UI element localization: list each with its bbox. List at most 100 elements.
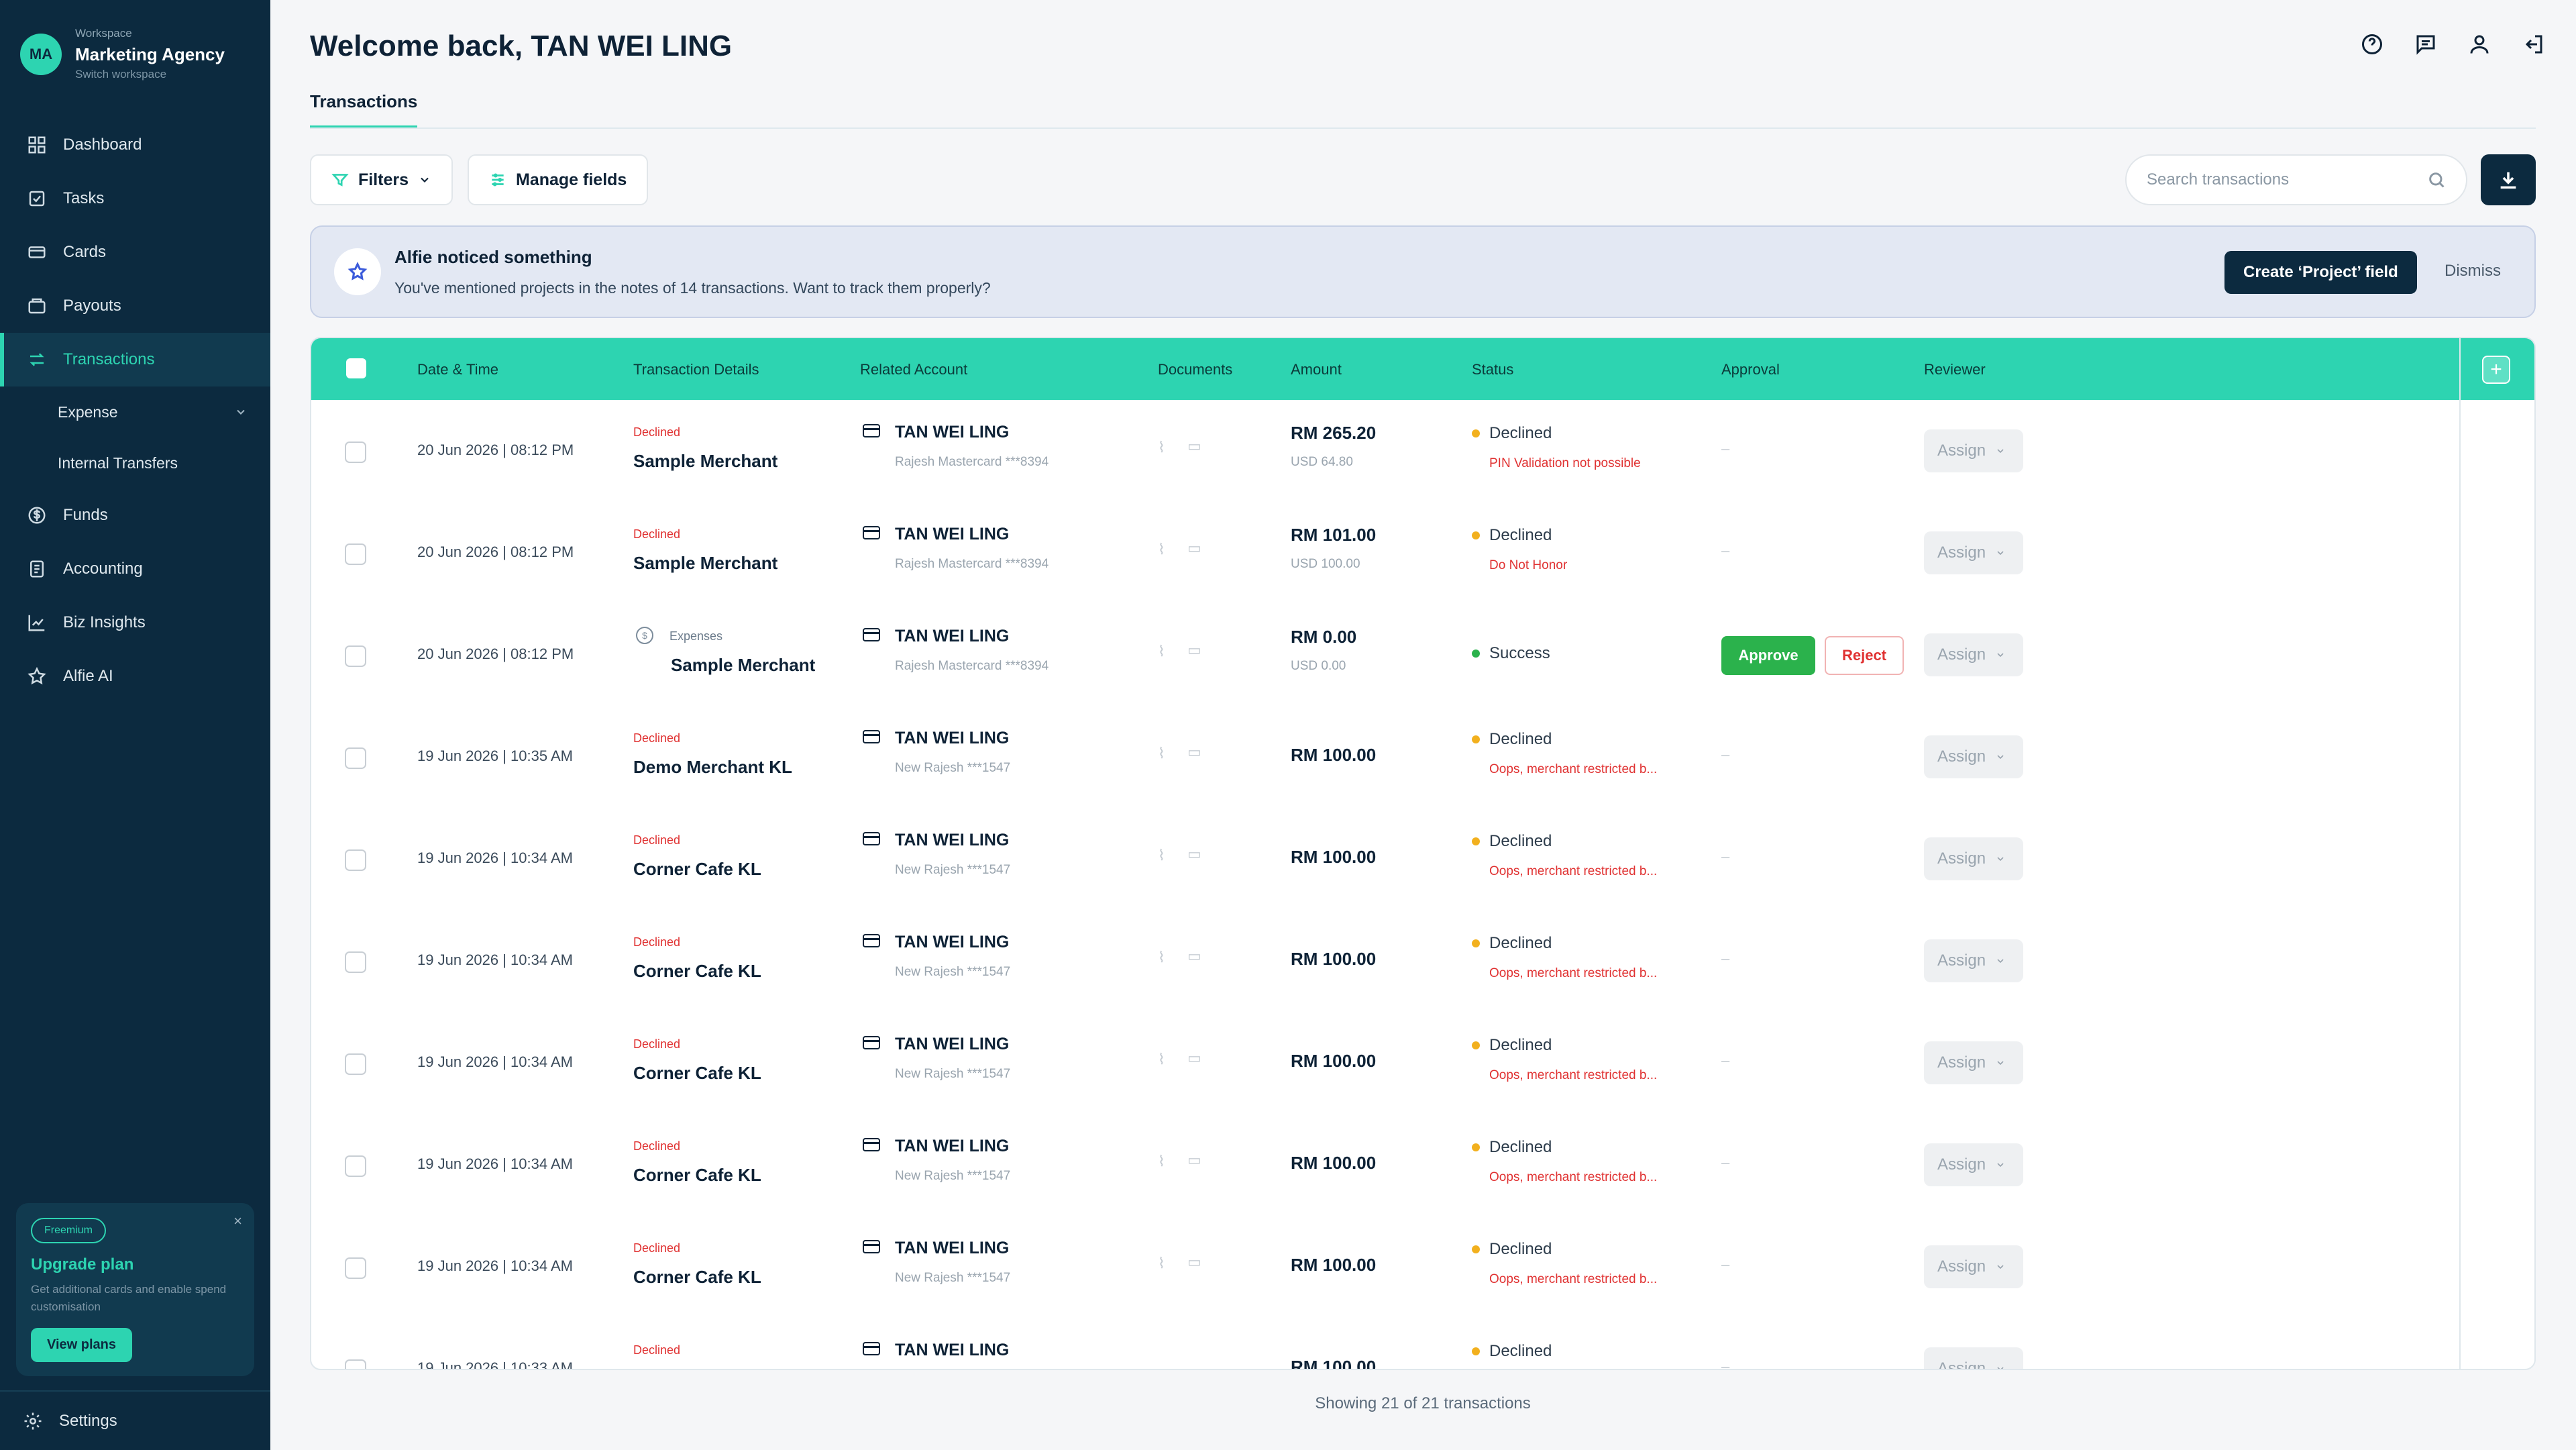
switch-workspace-link[interactable]: Switch workspace xyxy=(75,68,167,81)
sidebar-item-alfie-ai[interactable]: Alfie AI xyxy=(0,650,270,703)
assign-reviewer-dropdown[interactable]: Assign xyxy=(1924,939,2023,982)
create-project-field-button[interactable]: Create ‘Project’ field xyxy=(2224,251,2417,294)
row-merchant[interactable]: Corner Cafe KL xyxy=(633,859,761,879)
attachment-icon[interactable]: ⌇ xyxy=(1158,439,1165,456)
attachment-icon[interactable]: ⌇ xyxy=(1158,1255,1165,1272)
column-date[interactable]: Date & Time xyxy=(417,361,499,378)
comment-icon[interactable]: ▭ xyxy=(1187,437,1201,454)
row-merchant[interactable]: Sample Merchant xyxy=(633,451,778,471)
row-checkbox[interactable] xyxy=(345,543,366,565)
search-input[interactable]: Search transactions xyxy=(2125,154,2467,205)
add-column-button[interactable]: + xyxy=(2482,356,2510,384)
attachment-icon[interactable]: ⌇ xyxy=(1158,1051,1165,1068)
row-amount: RM 100.00 xyxy=(1291,1357,1377,1370)
assign-reviewer-dropdown[interactable]: Assign xyxy=(1924,633,2023,676)
status-dot xyxy=(1472,1245,1480,1253)
assign-reviewer-dropdown[interactable]: Assign xyxy=(1924,429,2023,472)
sidebar-subitem-expense[interactable]: Expense xyxy=(0,386,270,437)
dismiss-button[interactable]: Dismiss xyxy=(2445,262,2501,280)
tab-transactions[interactable]: Transactions xyxy=(310,91,418,128)
comment-icon[interactable]: ▭ xyxy=(1187,539,1201,556)
comment-icon[interactable]: ▭ xyxy=(1187,641,1201,658)
approval-empty: – xyxy=(1721,1256,1730,1273)
sidebar-item-accounting[interactable]: Accounting xyxy=(0,542,270,596)
logout-icon[interactable] xyxy=(2521,32,2545,56)
approve-button[interactable]: Approve xyxy=(1721,636,1815,675)
attachment-icon[interactable]: ⌇ xyxy=(1158,541,1165,558)
comment-icon[interactable]: ▭ xyxy=(1187,947,1201,964)
chat-icon[interactable] xyxy=(2414,32,2438,56)
sidebar-item-label: Tasks xyxy=(63,189,105,207)
reject-button[interactable]: Reject xyxy=(1825,636,1904,675)
sidebar-subitem-internal-transfers[interactable]: Internal Transfers xyxy=(0,437,270,488)
header-actions xyxy=(2360,32,2545,56)
attachment-icon[interactable]: ⌇ xyxy=(1158,949,1165,966)
assign-reviewer-dropdown[interactable]: Assign xyxy=(1924,531,2023,574)
workspace-switcher[interactable]: MA Workspace Marketing Agency Switch wor… xyxy=(20,27,225,81)
status-dot xyxy=(1472,837,1480,845)
attachment-icon[interactable]: ⌇ xyxy=(1158,745,1165,762)
column-approval[interactable]: Approval xyxy=(1721,361,1780,378)
row-checkbox[interactable] xyxy=(345,1359,366,1369)
row-checkbox[interactable] xyxy=(345,1257,366,1279)
comment-icon[interactable]: ▭ xyxy=(1187,845,1201,862)
sidebar-item-funds[interactable]: Funds xyxy=(0,488,270,542)
alfie-badge xyxy=(334,248,381,295)
sidebar-item-settings[interactable]: Settings xyxy=(0,1390,270,1450)
row-checkbox[interactable] xyxy=(345,1053,366,1075)
sidebar-item-payouts[interactable]: Payouts xyxy=(0,279,270,333)
help-icon[interactable] xyxy=(2360,32,2384,56)
view-plans-button[interactable]: View plans xyxy=(31,1328,133,1362)
assign-reviewer-dropdown[interactable]: Assign xyxy=(1924,1041,2023,1084)
assign-reviewer-dropdown[interactable]: Assign xyxy=(1924,735,2023,778)
select-all-checkbox[interactable] xyxy=(346,358,366,378)
filters-button[interactable]: Filters xyxy=(310,154,453,205)
row-merchant[interactable]: Corner Cafe KL xyxy=(633,1063,761,1083)
column-status[interactable]: Status xyxy=(1472,361,1514,378)
row-merchant[interactable]: Sample Merchant xyxy=(671,655,816,675)
close-icon[interactable]: × xyxy=(233,1212,242,1229)
row-checkbox[interactable] xyxy=(345,849,366,871)
download-button[interactable] xyxy=(2481,154,2536,205)
ledger-icon xyxy=(30,560,44,578)
comment-icon[interactable]: ▭ xyxy=(1187,1253,1201,1270)
sidebar-item-dashboard[interactable]: Dashboard xyxy=(0,118,270,172)
sidebar-item-biz-insights[interactable]: Biz Insights xyxy=(0,596,270,650)
assign-reviewer-dropdown[interactable]: Assign xyxy=(1924,1143,2023,1186)
comment-icon[interactable]: ▭ xyxy=(1187,1049,1201,1066)
sidebar-item-transactions[interactable]: Transactions xyxy=(0,333,270,386)
page-title: Welcome back, TAN WEI LING xyxy=(310,30,733,62)
column-details[interactable]: Transaction Details xyxy=(633,361,759,378)
sidebar-item-cards[interactable]: Cards xyxy=(0,225,270,279)
row-merchant[interactable]: Sample Merchant xyxy=(633,553,778,573)
row-merchant[interactable]: Corner Cafe KL xyxy=(633,961,761,981)
row-merchant[interactable]: Corner Cafe KL xyxy=(633,1267,761,1287)
comment-icon[interactable]: ▭ xyxy=(1187,1151,1201,1168)
column-amount[interactable]: Amount xyxy=(1291,361,1342,378)
assign-reviewer-dropdown[interactable]: Assign xyxy=(1924,1245,2023,1288)
row-checkbox[interactable] xyxy=(345,747,366,769)
card-icon xyxy=(863,1138,880,1151)
attachment-icon[interactable]: ⌇ xyxy=(1158,643,1165,660)
user-icon[interactable] xyxy=(2467,32,2491,56)
assign-reviewer-dropdown[interactable]: Assign xyxy=(1924,1347,2023,1369)
attachment-icon[interactable]: ⌇ xyxy=(1158,1153,1165,1170)
chevron-down-icon xyxy=(1997,959,2004,964)
alfie-suggestion-banner: Alfie noticed something You've mentioned… xyxy=(310,225,2536,318)
sidebar-item-tasks[interactable]: Tasks xyxy=(0,172,270,225)
assign-label: Assign xyxy=(1937,442,1986,460)
row-checkbox[interactable] xyxy=(345,1155,366,1177)
comment-icon[interactable]: ▭ xyxy=(1187,743,1201,760)
attachment-icon[interactable]: ⌇ xyxy=(1158,847,1165,864)
row-merchant[interactable]: Demo Merchant KL xyxy=(633,757,792,777)
column-account[interactable]: Related Account xyxy=(860,361,968,378)
column-documents[interactable]: Documents xyxy=(1158,361,1233,378)
assign-reviewer-dropdown[interactable]: Assign xyxy=(1924,837,2023,880)
manage-fields-button[interactable]: Manage fields xyxy=(468,154,649,205)
row-checkbox[interactable] xyxy=(345,442,366,463)
column-reviewer[interactable]: Reviewer xyxy=(1924,361,1986,378)
row-checkbox[interactable] xyxy=(345,951,366,973)
row-checkbox[interactable] xyxy=(345,645,366,667)
row-merchant[interactable]: Corner Cafe KL xyxy=(633,1165,761,1185)
status-badge: Declined xyxy=(1489,934,1552,952)
